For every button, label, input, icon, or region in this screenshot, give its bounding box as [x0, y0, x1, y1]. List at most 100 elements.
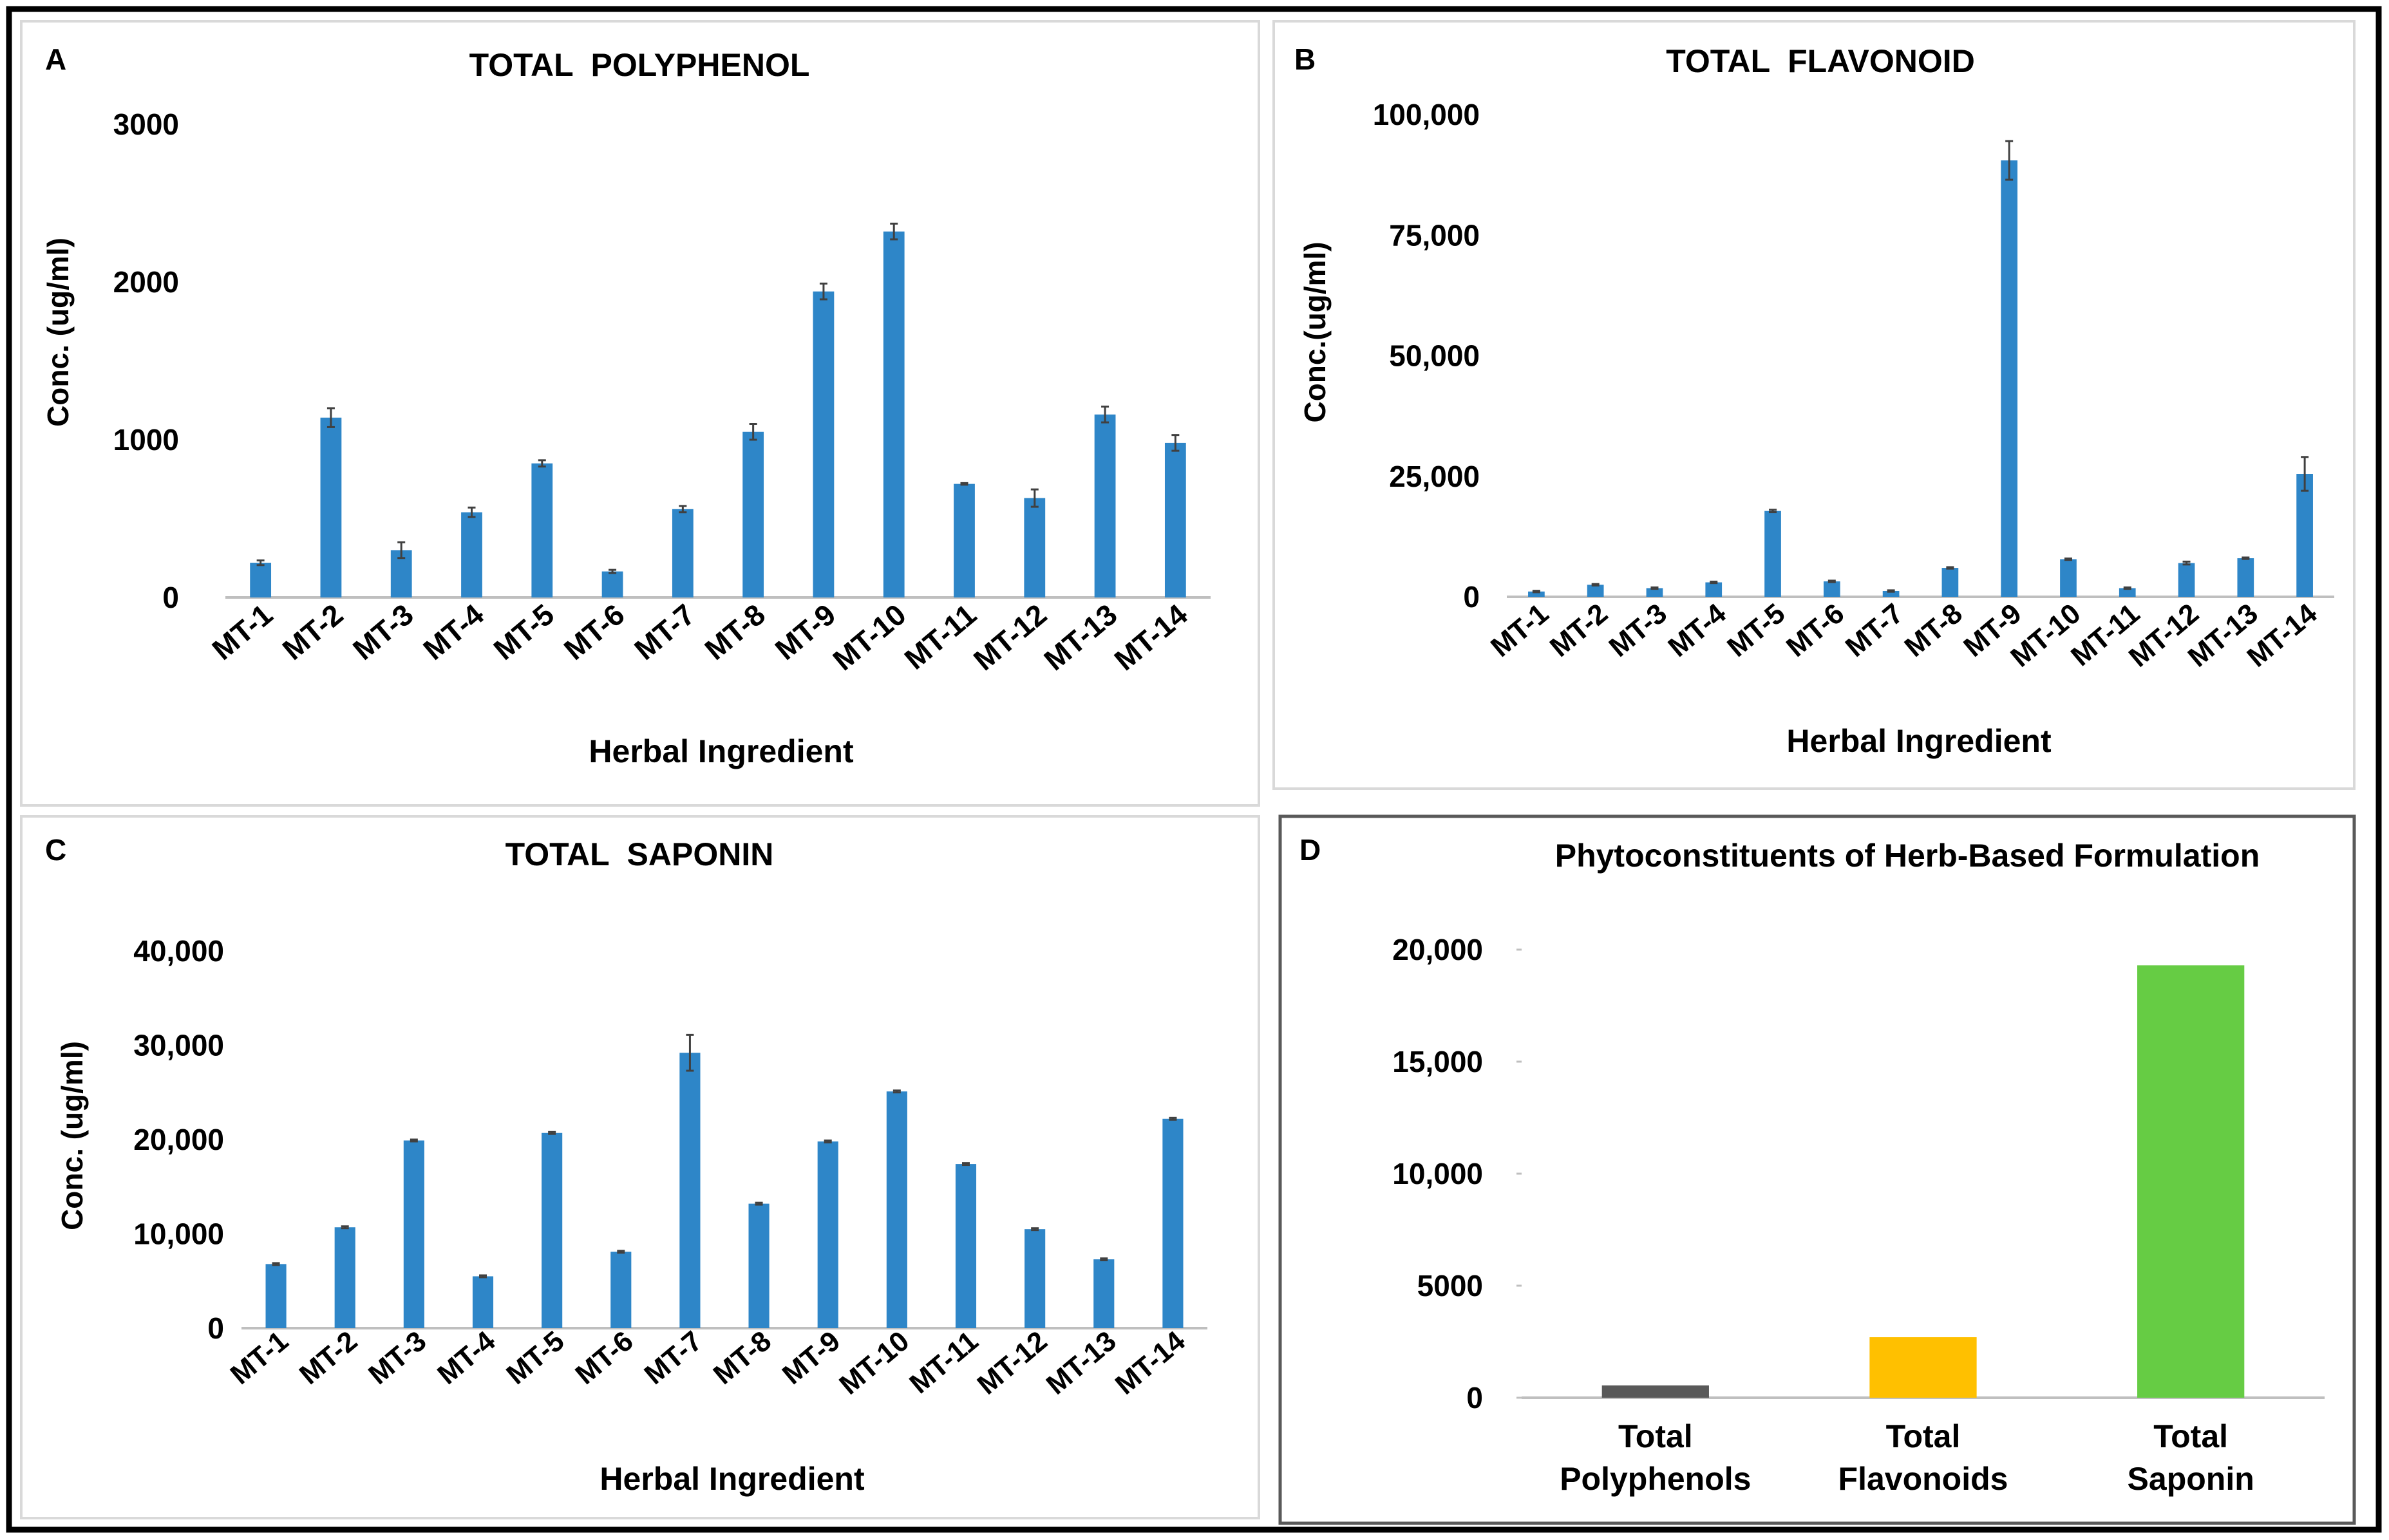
bar: [265, 1264, 287, 1328]
y-tick-label: 20,000: [1392, 933, 1483, 966]
y-tick-label: 3000: [113, 108, 179, 141]
error-bar: [2123, 586, 2131, 590]
bar: [1869, 1337, 1977, 1398]
error-bar: [1169, 1116, 1177, 1121]
bar: [461, 512, 482, 597]
error-bar: [755, 1201, 763, 1206]
error-bar: [617, 1250, 625, 1254]
error-bar: [467, 506, 476, 518]
bar: [542, 1132, 563, 1328]
error-bar: [326, 407, 335, 428]
bar: [1705, 582, 1723, 597]
bar: [1025, 1229, 1046, 1328]
error-bar: [341, 1225, 349, 1230]
error-bar: [1591, 583, 1600, 587]
panel-b-label: B: [1294, 42, 1316, 76]
panel-c-label: C: [45, 833, 66, 867]
bar: [1093, 1259, 1115, 1328]
y-tick-label: 25,000: [1389, 460, 1480, 493]
panel-c-border: [20, 815, 1260, 1519]
y-tick-label: 0: [162, 581, 179, 614]
error-bar: [1030, 488, 1039, 508]
panel-d-label: D: [1299, 833, 1321, 867]
panel-b-x-axis-label: Herbal Ingredient: [1786, 723, 2052, 759]
error-bar: [960, 482, 968, 486]
y-tick-label: 50,000: [1389, 339, 1480, 373]
bar: [2060, 559, 2077, 597]
panel-c-y-axis-label: Conc. (ug/ml): [55, 1041, 89, 1230]
bar: [2237, 558, 2254, 597]
error-bar: [679, 505, 687, 514]
y-tick-label: 100,000: [1373, 98, 1480, 131]
bar: [2119, 588, 2136, 597]
error-bar: [1946, 566, 1954, 570]
bar: [250, 563, 272, 597]
bar: [1823, 581, 1840, 597]
x-tick-label: Total: [1618, 1418, 1693, 1454]
y-tick-label: 2000: [113, 265, 179, 299]
error-bar: [1100, 1257, 1108, 1262]
bar: [2001, 160, 2018, 597]
bar: [472, 1276, 494, 1328]
error-bar: [609, 568, 617, 574]
error-bar: [686, 1033, 694, 1072]
error-bar: [2301, 456, 2309, 492]
panel-c-title: TOTAL SAPONIN: [505, 836, 774, 872]
error-bar: [1827, 579, 1836, 583]
error-bar: [2005, 140, 2014, 181]
bar: [403, 1140, 424, 1328]
error-bar: [890, 222, 898, 241]
bar: [610, 1252, 632, 1328]
x-tick-label: Total: [2153, 1418, 2228, 1454]
bar: [817, 1141, 838, 1328]
bar: [1162, 1118, 1184, 1328]
bar: [1024, 498, 1046, 597]
error-bar: [1031, 1227, 1039, 1232]
error-bar: [2242, 556, 2250, 560]
panel-a-x-axis-label: Herbal Ingredient: [589, 733, 854, 769]
bar: [1601, 1385, 1709, 1398]
error-bar: [1171, 434, 1180, 452]
error-bar: [1101, 406, 1110, 424]
y-tick-label: 20,000: [133, 1123, 224, 1156]
panel-d-plot: 0 5000 10,000 15,000 20,000 Total Polyphenols T…: [1392, 933, 2325, 1497]
bar: [813, 291, 835, 597]
bar: [1882, 591, 1900, 597]
y-tick-label: 5000: [1417, 1269, 1483, 1302]
y-tick-label: 1000: [113, 423, 179, 456]
bar: [672, 509, 694, 597]
error-bar: [1887, 589, 1895, 593]
bar: [742, 431, 764, 597]
figure-frame: [6, 6, 2382, 1533]
x-tick-label: Total: [1886, 1418, 1961, 1454]
y-tick-label: 75,000: [1389, 218, 1480, 252]
bar: [1528, 591, 1545, 597]
bar: [955, 1164, 977, 1328]
panel-d-border: [1278, 814, 2356, 1525]
error-bar: [2182, 560, 2191, 566]
x-tick-label: Flavonoids: [1838, 1461, 2008, 1497]
error-bar: [819, 282, 827, 301]
bar: [1587, 585, 1604, 597]
bar: [883, 231, 905, 598]
bar: [334, 1227, 355, 1328]
bar: [1164, 442, 1186, 597]
panel-a-border: [20, 20, 1260, 807]
x-tick-label: Polyphenols: [1560, 1461, 1751, 1497]
panel-b-title: TOTAL FLAVONOID: [1666, 43, 1975, 79]
error-bar: [548, 1131, 556, 1135]
bar: [886, 1091, 907, 1328]
y-tick-label: 0: [1466, 1381, 1483, 1414]
bar: [954, 484, 975, 597]
error-bar: [892, 1089, 901, 1094]
bar: [1094, 414, 1116, 597]
error-bar: [1532, 590, 1540, 594]
y-tick-label: 0: [1463, 580, 1480, 614]
bar: [1646, 588, 1663, 597]
error-bar: [1650, 586, 1659, 590]
panel-a-title: TOTAL POLYPHENOL: [469, 47, 810, 83]
y-tick-label: 30,000: [133, 1029, 224, 1062]
panel-d-title: Phytoconstituents of Herb-Based Formulat…: [1555, 838, 2260, 874]
error-bar: [256, 559, 265, 567]
